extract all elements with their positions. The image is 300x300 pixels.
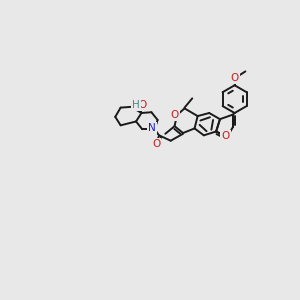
Text: O: O (138, 100, 146, 110)
Text: O: O (230, 73, 239, 82)
Text: O: O (230, 73, 239, 82)
Text: N: N (148, 123, 156, 134)
Text: N: N (148, 123, 156, 134)
Text: H: H (132, 100, 140, 110)
Text: O: O (138, 100, 146, 110)
Text: O: O (152, 139, 160, 149)
Text: O: O (221, 131, 230, 141)
Text: O: O (221, 131, 230, 141)
Text: O: O (170, 110, 179, 119)
Text: O: O (170, 110, 179, 119)
Text: O: O (152, 139, 160, 149)
Text: H: H (132, 100, 140, 110)
